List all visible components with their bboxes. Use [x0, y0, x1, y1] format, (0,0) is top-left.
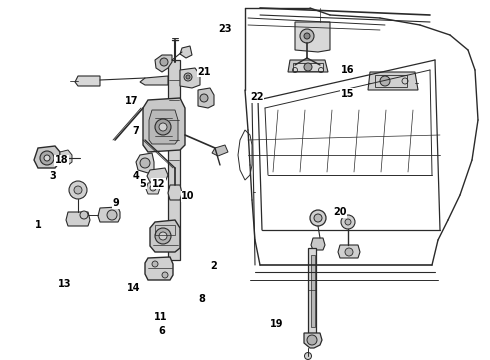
Polygon shape: [143, 98, 185, 152]
Circle shape: [380, 76, 390, 86]
Circle shape: [155, 228, 171, 244]
Circle shape: [155, 119, 171, 135]
Polygon shape: [180, 46, 192, 58]
Polygon shape: [288, 60, 328, 72]
Text: 4: 4: [132, 171, 139, 181]
Text: 23: 23: [219, 24, 232, 34]
Polygon shape: [147, 168, 168, 182]
Text: 14: 14: [127, 283, 141, 293]
Polygon shape: [34, 146, 60, 168]
Circle shape: [314, 214, 322, 222]
Circle shape: [345, 219, 351, 225]
Text: 7: 7: [132, 126, 139, 136]
Polygon shape: [98, 207, 120, 222]
Polygon shape: [145, 257, 173, 280]
Polygon shape: [368, 72, 418, 90]
Polygon shape: [136, 153, 154, 173]
Text: 20: 20: [333, 207, 347, 217]
Circle shape: [304, 33, 310, 39]
Circle shape: [159, 232, 167, 240]
Polygon shape: [311, 238, 325, 250]
Polygon shape: [140, 76, 168, 85]
Circle shape: [184, 73, 192, 81]
Text: 22: 22: [250, 92, 264, 102]
Polygon shape: [60, 150, 72, 165]
Text: 8: 8: [198, 294, 205, 304]
Circle shape: [80, 211, 88, 219]
Text: 17: 17: [125, 96, 139, 106]
Text: 1: 1: [35, 220, 42, 230]
Text: 18: 18: [55, 155, 69, 165]
Circle shape: [200, 94, 208, 102]
Text: 9: 9: [113, 198, 120, 208]
Text: 5: 5: [140, 179, 147, 189]
Polygon shape: [150, 220, 180, 252]
Circle shape: [159, 123, 167, 131]
Circle shape: [345, 248, 353, 256]
Bar: [375, 75, 407, 87]
Circle shape: [69, 181, 87, 199]
Bar: [308, 248, 316, 333]
Polygon shape: [304, 333, 322, 348]
Bar: [168, 60, 180, 260]
Text: 15: 15: [341, 89, 354, 99]
Polygon shape: [295, 22, 330, 52]
Circle shape: [152, 261, 158, 267]
Circle shape: [107, 210, 117, 220]
Polygon shape: [198, 88, 214, 108]
Polygon shape: [146, 182, 160, 194]
Text: 13: 13: [57, 279, 71, 289]
Circle shape: [160, 58, 168, 66]
Text: 11: 11: [154, 312, 168, 322]
Polygon shape: [168, 185, 182, 200]
Polygon shape: [149, 110, 178, 144]
Text: 19: 19: [270, 319, 284, 329]
Circle shape: [300, 29, 314, 43]
Text: 10: 10: [181, 191, 195, 201]
Polygon shape: [75, 76, 100, 86]
Circle shape: [307, 335, 317, 345]
Polygon shape: [66, 212, 90, 226]
Circle shape: [304, 352, 312, 360]
Circle shape: [304, 63, 312, 71]
Text: 2: 2: [211, 261, 218, 271]
Polygon shape: [338, 245, 360, 258]
Polygon shape: [155, 55, 172, 72]
Circle shape: [310, 210, 326, 226]
Circle shape: [44, 155, 50, 161]
Text: 6: 6: [158, 326, 165, 336]
Text: 3: 3: [49, 171, 56, 181]
Bar: [293, 63, 323, 71]
Circle shape: [74, 186, 82, 194]
Circle shape: [162, 272, 168, 278]
Text: 21: 21: [197, 67, 211, 77]
Polygon shape: [212, 145, 228, 156]
Bar: [311, 255, 315, 327]
Circle shape: [140, 158, 150, 168]
Bar: [155, 225, 175, 235]
Circle shape: [150, 185, 156, 191]
Polygon shape: [180, 68, 200, 88]
Circle shape: [341, 215, 355, 229]
Text: 16: 16: [341, 65, 354, 75]
Circle shape: [40, 151, 54, 165]
Text: 12: 12: [152, 179, 166, 189]
Circle shape: [186, 75, 190, 79]
